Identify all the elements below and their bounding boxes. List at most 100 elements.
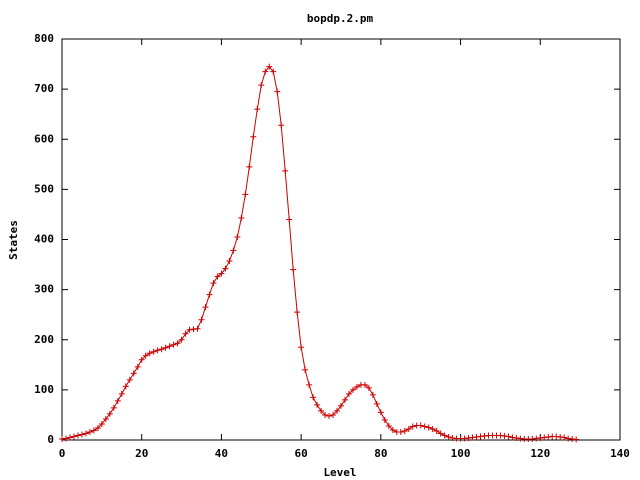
- point-marker: [70, 433, 77, 440]
- x-tick-label: 120: [530, 447, 550, 460]
- point-marker: [254, 106, 261, 113]
- point-marker: [130, 370, 137, 377]
- point-marker: [481, 432, 488, 439]
- point-marker: [226, 258, 233, 265]
- point-marker: [461, 435, 468, 442]
- point-marker: [250, 133, 257, 140]
- point-marker: [326, 412, 333, 419]
- point-marker: [557, 433, 564, 440]
- point-marker: [569, 435, 576, 442]
- y-tick-label: 200: [34, 333, 54, 346]
- point-marker: [545, 433, 552, 440]
- point-marker: [198, 316, 205, 323]
- point-marker: [110, 404, 117, 411]
- point-marker: [106, 410, 113, 417]
- x-tick-label: 140: [610, 447, 630, 460]
- point-marker: [381, 416, 388, 423]
- data-line: [61, 65, 577, 440]
- point-marker: [146, 350, 153, 357]
- point-marker: [262, 68, 269, 75]
- point-marker: [401, 427, 408, 434]
- point-marker: [561, 434, 568, 441]
- point-marker: [178, 336, 185, 343]
- point-marker: [126, 376, 133, 383]
- y-tick-label: 600: [34, 132, 54, 145]
- point-marker: [565, 435, 572, 442]
- chart-title: bopdp.2.pm: [307, 12, 374, 25]
- point-marker: [234, 233, 241, 240]
- point-marker: [369, 391, 376, 398]
- point-marker: [322, 411, 329, 418]
- point-marker: [138, 356, 145, 363]
- y-tick-label: 400: [34, 233, 54, 246]
- point-marker: [134, 363, 141, 370]
- point-marker: [154, 347, 161, 354]
- point-marker: [377, 409, 384, 416]
- x-tick-label: 40: [215, 447, 228, 460]
- point-marker: [190, 326, 197, 333]
- point-marker: [429, 425, 436, 432]
- point-marker: [529, 435, 536, 442]
- point-marker: [290, 266, 297, 273]
- point-marker: [341, 396, 348, 403]
- point-marker: [306, 381, 313, 388]
- point-marker: [449, 434, 456, 441]
- point-marker: [274, 88, 281, 95]
- x-axis-label: Level: [323, 466, 356, 479]
- point-marker: [501, 432, 508, 439]
- point-marker: [238, 214, 245, 221]
- point-marker: [66, 434, 73, 441]
- point-marker: [158, 346, 165, 353]
- point-marker: [102, 415, 109, 422]
- point-marker: [310, 394, 317, 401]
- point-marker: [242, 191, 249, 198]
- point-marker: [222, 265, 229, 272]
- point-marker: [282, 167, 289, 174]
- point-marker: [334, 407, 341, 414]
- point-marker: [533, 435, 540, 442]
- point-marker: [86, 428, 93, 435]
- point-marker: [218, 270, 225, 277]
- x-tick-label: 60: [295, 447, 308, 460]
- x-tick-label: 20: [135, 447, 148, 460]
- point-marker: [210, 280, 217, 287]
- point-marker: [186, 326, 193, 333]
- point-marker: [573, 436, 580, 443]
- point-marker: [409, 423, 416, 430]
- point-marker: [433, 427, 440, 434]
- point-marker: [82, 430, 89, 437]
- point-marker: [150, 348, 157, 355]
- point-marker: [389, 426, 396, 433]
- point-marker: [517, 435, 524, 442]
- point-marker: [477, 433, 484, 440]
- plot-border: [61, 38, 621, 441]
- point-marker: [553, 433, 560, 440]
- point-marker: [314, 401, 321, 408]
- point-marker: [330, 411, 337, 418]
- point-marker: [74, 432, 81, 439]
- point-marker: [497, 432, 504, 439]
- y-tick-label: 300: [34, 283, 54, 296]
- point-marker: [286, 216, 293, 223]
- point-marker: [417, 422, 424, 429]
- point-marker: [230, 247, 237, 254]
- point-marker: [385, 422, 392, 429]
- point-marker: [298, 344, 305, 351]
- point-marker: [246, 163, 253, 170]
- point-marker: [166, 343, 173, 350]
- point-marker: [114, 397, 121, 404]
- point-marker: [94, 424, 101, 431]
- point-marker: [345, 390, 352, 397]
- point-marker: [338, 402, 344, 409]
- point-marker: [353, 383, 360, 390]
- point-marker: [302, 366, 309, 373]
- point-marker: [118, 390, 125, 397]
- point-marker: [473, 433, 480, 440]
- point-marker: [78, 431, 85, 438]
- point-marker: [206, 291, 213, 298]
- point-marker: [98, 420, 105, 427]
- y-tick-label: 800: [34, 32, 54, 45]
- point-marker: [318, 407, 325, 414]
- point-marker: [397, 428, 404, 435]
